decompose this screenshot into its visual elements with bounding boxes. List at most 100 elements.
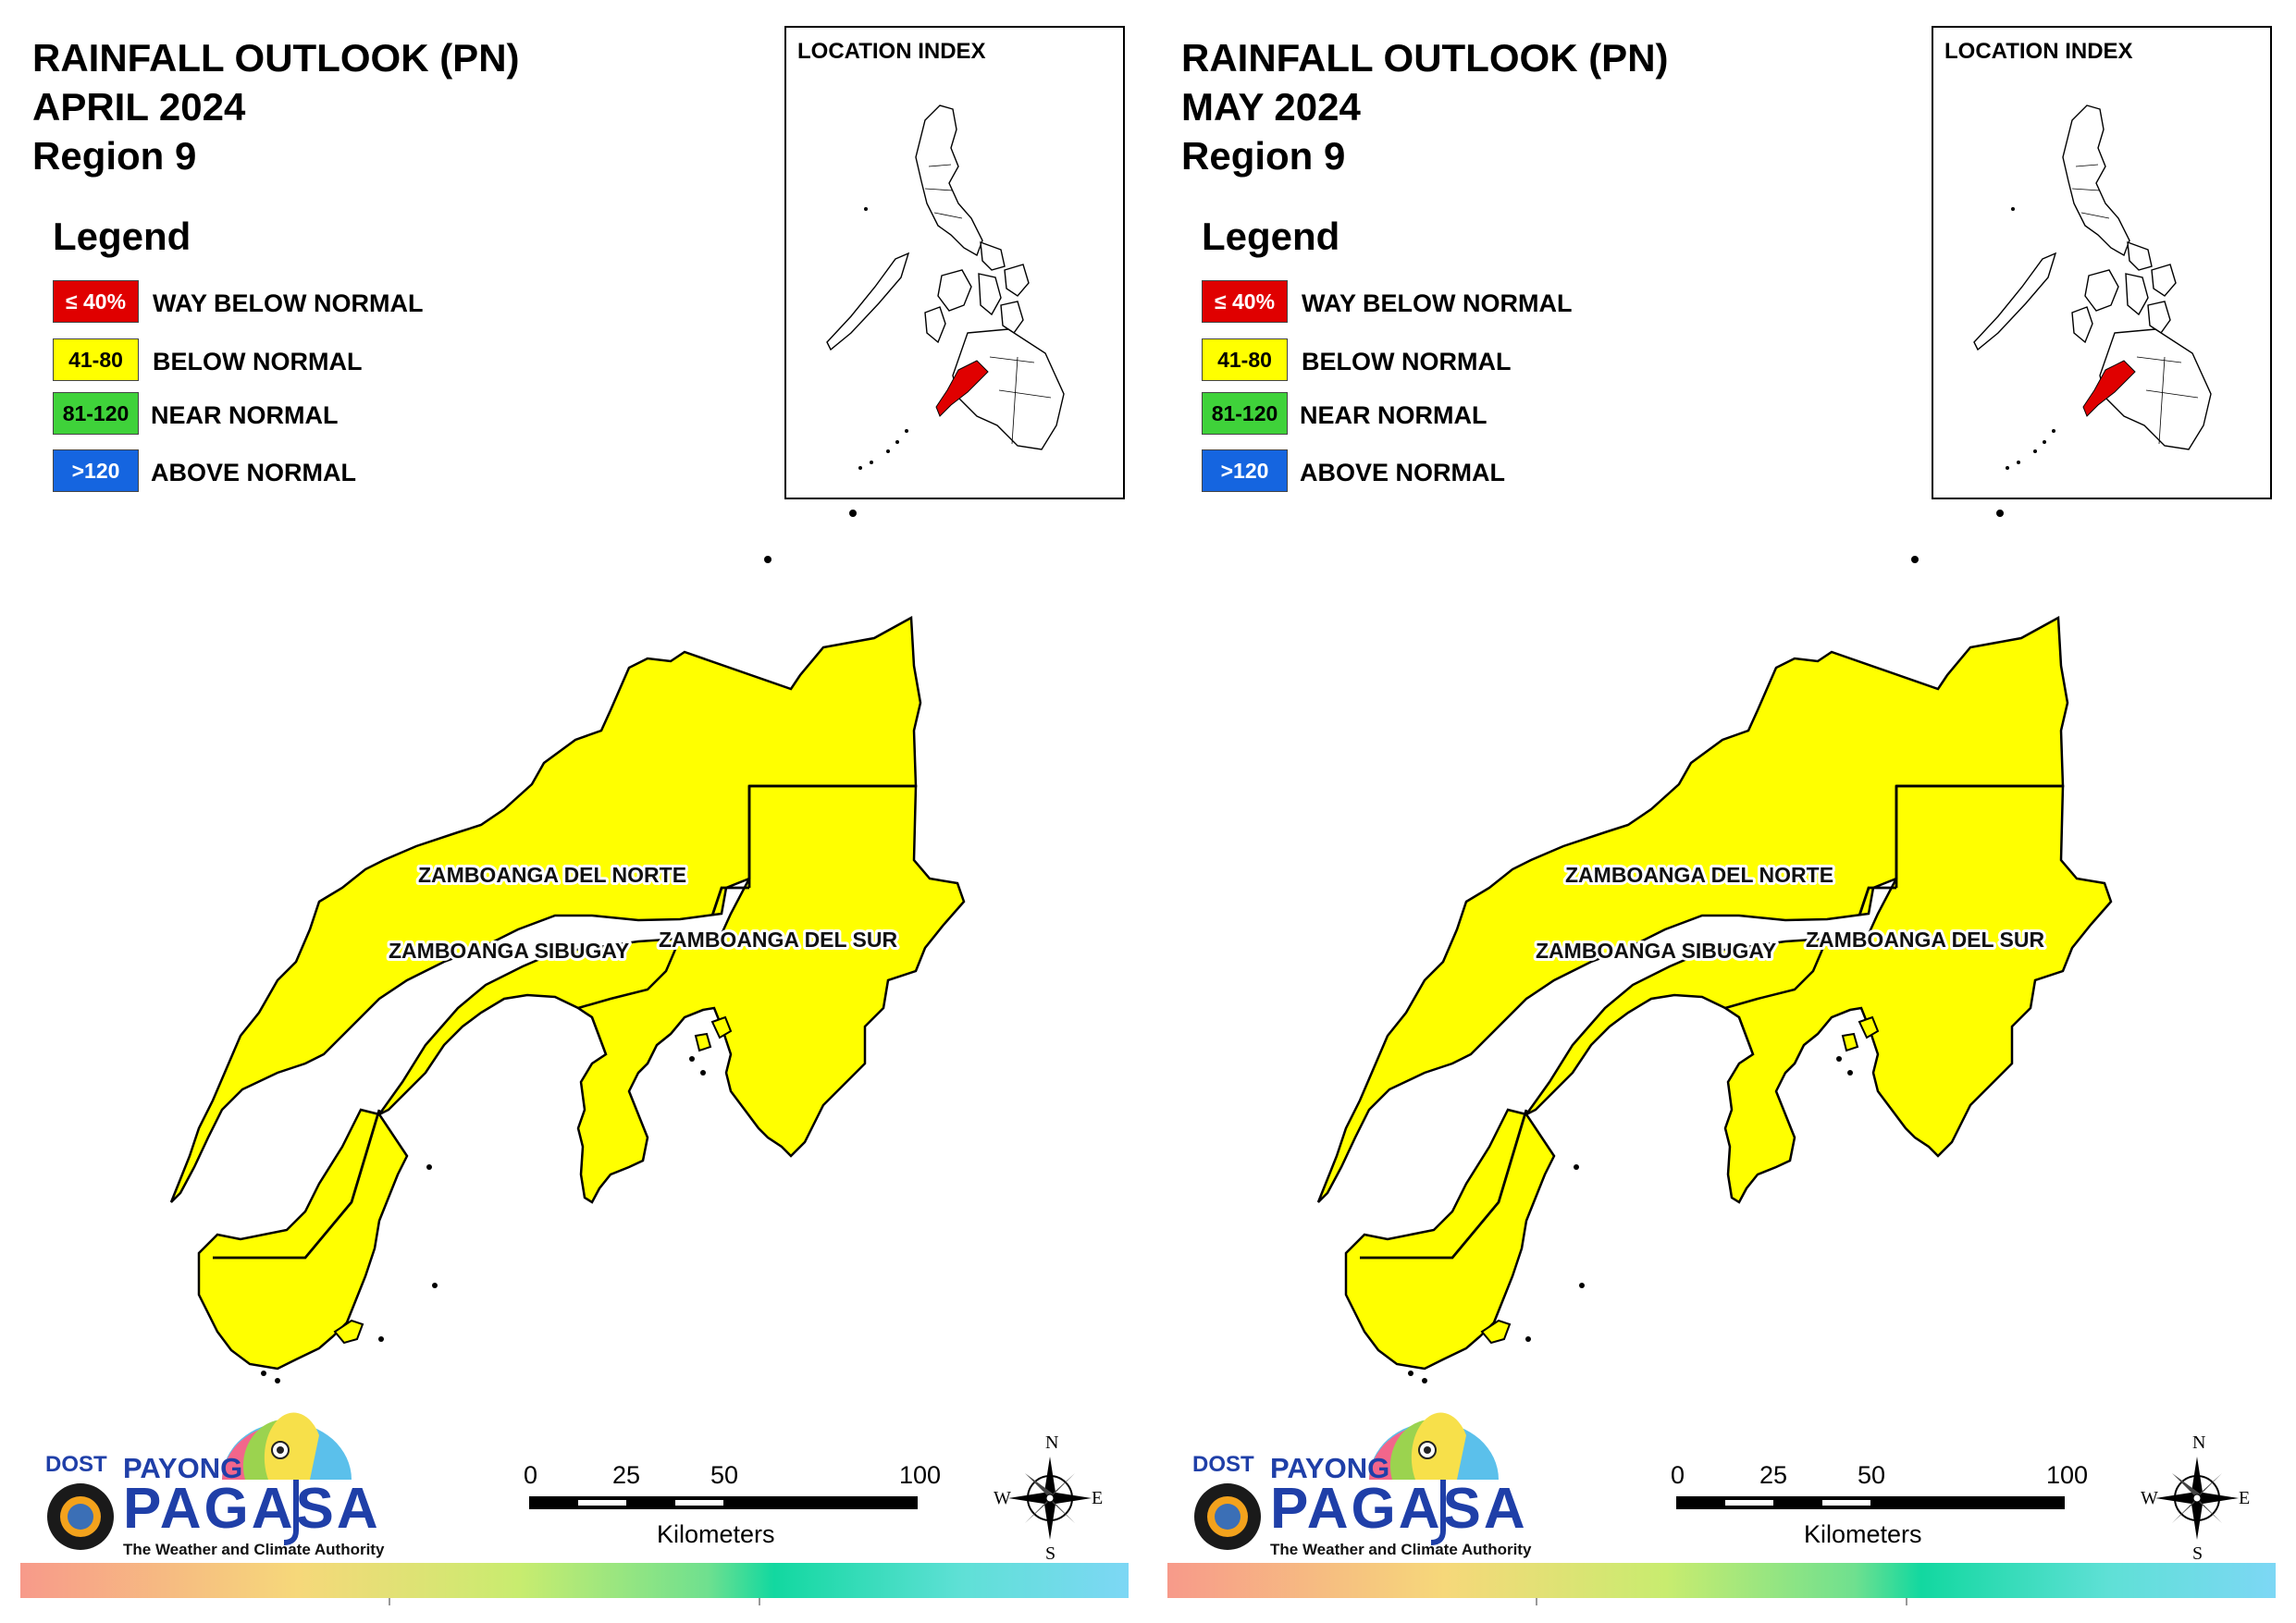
label-zamboanga-sibugay: ZAMBOANGA SIBUGAY xyxy=(1536,939,1776,963)
compass-w: W xyxy=(994,1488,1011,1508)
compass-s: S xyxy=(2192,1543,2203,1564)
scale-tick-label: 25 xyxy=(612,1461,641,1489)
scale-tick-label: 0 xyxy=(524,1461,538,1489)
scale-unit: Kilometers xyxy=(1804,1520,1922,1548)
compass-s: S xyxy=(1045,1543,1056,1564)
label-zamboanga-del-norte: ZAMBOANGA DEL NORTE xyxy=(418,863,686,887)
province-zamboanga-del-norte xyxy=(169,615,922,1203)
umbrella-logo-icon xyxy=(47,1412,352,1550)
inset-title: LOCATION INDEX xyxy=(1944,39,2133,64)
title-line-1: RAINFALL OUTLOOK (PN) xyxy=(1181,36,1669,80)
pagasa-text: PAGASA xyxy=(1270,1477,1528,1541)
scale-tick-label: 50 xyxy=(1858,1461,1886,1489)
compass-e: E xyxy=(2239,1488,2251,1508)
legend-swatch: 41-80 xyxy=(1202,338,1288,381)
map-title: RAINFALL OUTLOOK (PN) MAY 2024 Region 9 xyxy=(1181,33,1669,180)
legend-swatch: ≤ 40% xyxy=(53,280,139,323)
province-zamboanga-peninsula-south xyxy=(1344,1108,1556,1371)
scale-tick-label: 100 xyxy=(2046,1461,2089,1489)
map-title: RAINFALL OUTLOOK (PN) APRIL 2024 Region … xyxy=(32,33,520,180)
compass-rose: N S E W xyxy=(2141,1432,2251,1564)
label-zamboanga-del-sur: ZAMBOANGA DEL SUR xyxy=(659,928,898,952)
legend-label: BELOW NORMAL xyxy=(153,348,363,375)
pagasa-text: PAGASA xyxy=(123,1477,381,1541)
scale-bar-graphic xyxy=(529,1496,918,1509)
legend-label: NEAR NORMAL xyxy=(151,401,339,429)
compass-n: N xyxy=(1045,1432,1059,1453)
label-zamboanga-del-norte: ZAMBOANGA DEL NORTE xyxy=(1565,863,1833,887)
scale-tick-label: 25 xyxy=(1759,1461,1788,1489)
footer-tick xyxy=(759,1598,760,1605)
legend-swatch: >120 xyxy=(1202,449,1288,492)
location-index-inset: LOCATION INDEX xyxy=(784,26,1125,499)
footer-tick xyxy=(1906,1598,1907,1605)
legend-swatch: ≤ 40% xyxy=(1202,280,1288,323)
province-zamboanga-peninsula-south xyxy=(197,1108,409,1371)
location-index-inset: LOCATION INDEX xyxy=(1932,26,2272,499)
scale-tick-label: 100 xyxy=(899,1461,942,1489)
island-small-2 xyxy=(694,1032,712,1052)
compass-n: N xyxy=(2192,1432,2206,1453)
island-small-1 xyxy=(1858,1015,1880,1039)
dost-text: DOST xyxy=(45,1452,107,1477)
compass-e: E xyxy=(1092,1488,1104,1508)
inset-title: LOCATION INDEX xyxy=(797,39,986,64)
legend-label: WAY BELOW NORMAL xyxy=(153,289,424,317)
scale-unit: Kilometers xyxy=(657,1520,775,1548)
outlook-panel-april: RAINFALL OUTLOOK (PN) APRIL 2024 Region … xyxy=(0,0,1147,1623)
legend-item-way-below-normal: ≤ 40% WAY BELOW NORMAL xyxy=(53,280,534,325)
payong-text: PAYONG xyxy=(123,1452,243,1484)
province-boundaries xyxy=(1360,784,2063,1260)
legend-item-above-normal: >120 ABOVE NORMAL xyxy=(53,449,534,494)
footer-tick xyxy=(389,1598,390,1605)
philippines-index-map xyxy=(826,105,1065,470)
title-line-2: APRIL 2024 xyxy=(32,85,246,129)
compass-rose-icon xyxy=(1008,1457,1092,1540)
legend-label: ABOVE NORMAL xyxy=(151,459,356,486)
legend-swatch: >120 xyxy=(53,449,139,492)
title-line-1: RAINFALL OUTLOOK (PN) xyxy=(32,36,520,80)
label-zamboanga-sibugay: ZAMBOANGA SIBUGAY xyxy=(389,939,629,963)
compass-w: W xyxy=(2141,1488,2158,1508)
island-near-tip xyxy=(1480,1319,1512,1345)
legend-swatch: 41-80 xyxy=(53,338,139,381)
region-9-map: ZAMBOANGA DEL NORTE ZAMBOANGA SIBUGAY ZA… xyxy=(169,510,966,1383)
legend-label: ABOVE NORMAL xyxy=(1300,459,1505,486)
legend-title: Legend xyxy=(1202,215,1340,258)
legend-item-below-normal: 41-80 BELOW NORMAL xyxy=(1202,338,1683,383)
island-small-1 xyxy=(710,1015,733,1039)
footer-tick xyxy=(1536,1598,1537,1605)
legend-title: Legend xyxy=(53,215,191,258)
title-line-3: Region 9 xyxy=(1181,134,1346,178)
philippines-index-map xyxy=(1973,105,2212,470)
dost-text: DOST xyxy=(1192,1452,1254,1477)
title-line-3: Region 9 xyxy=(32,134,197,178)
legend-label: BELOW NORMAL xyxy=(1302,348,1512,375)
title-line-2: MAY 2024 xyxy=(1181,85,1361,129)
island-dots xyxy=(1408,510,2004,1383)
compass-rose-icon xyxy=(2155,1457,2239,1540)
scale-tick-label: 0 xyxy=(1671,1461,1685,1489)
payong-pagasa-logo: DOST PAYONG PAGASA The Weather and Clima… xyxy=(32,1387,402,1563)
island-dots xyxy=(261,510,857,1383)
province-zamboanga-del-norte xyxy=(1316,615,2069,1203)
footer-gradient-bar xyxy=(1167,1563,2276,1598)
scale-bar: 0 25 50 100 Kilometers xyxy=(518,1461,944,1563)
region-9-map: ZAMBOANGA DEL NORTE ZAMBOANGA SIBUGAY ZA… xyxy=(1316,510,2113,1383)
footer-gradient-bar xyxy=(20,1563,1129,1598)
payong-text: PAYONG xyxy=(1270,1452,1390,1484)
legend-label: NEAR NORMAL xyxy=(1300,401,1487,429)
island-near-tip xyxy=(333,1319,364,1345)
scale-tick-label: 50 xyxy=(710,1461,739,1489)
logo-tagline: The Weather and Climate Authority xyxy=(123,1541,385,1558)
legend-item-above-normal: >120 ABOVE NORMAL xyxy=(1202,449,1683,494)
payong-pagasa-logo: DOST PAYONG PAGASA The Weather and Clima… xyxy=(1179,1387,1549,1563)
legend-item-near-normal: 81-120 NEAR NORMAL xyxy=(53,392,534,436)
label-zamboanga-del-sur: ZAMBOANGA DEL SUR xyxy=(1806,928,2045,952)
legend-item-way-below-normal: ≤ 40% WAY BELOW NORMAL xyxy=(1202,280,1683,325)
outlook-panel-may: RAINFALL OUTLOOK (PN) MAY 2024 Region 9 … xyxy=(1147,0,2294,1623)
province-boundaries xyxy=(213,784,916,1260)
scale-bar: 0 25 50 100 Kilometers xyxy=(1665,1461,2091,1563)
legend-swatch: 81-120 xyxy=(1202,392,1288,435)
logo-tagline: The Weather and Climate Authority xyxy=(1270,1541,1532,1558)
